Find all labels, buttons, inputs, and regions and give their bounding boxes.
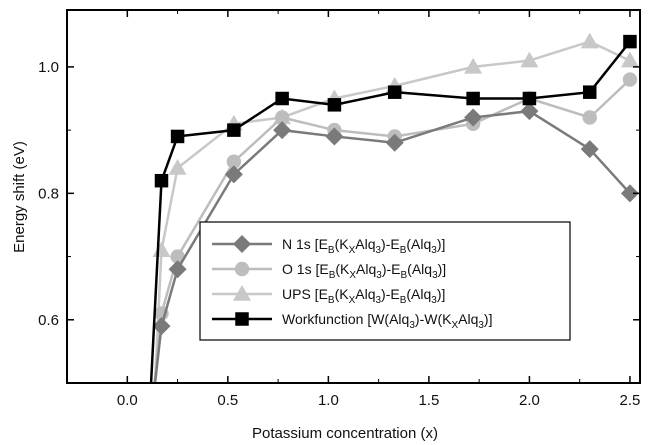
- data-point-square: [522, 91, 537, 106]
- axes-layer: 0.0 0.5 1.0 1.5 2.0 2.5 0.6 0.8 1.0: [38, 9, 641, 409]
- series-layer: [149, 32, 639, 383]
- x-tick-label: 0.5: [217, 392, 238, 409]
- data-point-diamond: [385, 133, 404, 152]
- series-square: [149, 34, 637, 383]
- data-point-triangle: [580, 32, 599, 49]
- data-point-circle: [582, 110, 597, 125]
- data-point-triangle: [464, 57, 483, 74]
- data-point-square: [466, 91, 480, 106]
- data-point-square: [582, 85, 597, 99]
- data-point-square: [387, 85, 402, 99]
- legend-label: O 1s [EB(KXAlq3)-EB(Alq3)]: [282, 261, 446, 281]
- plot-frame: [66, 9, 641, 384]
- legend-box: [199, 221, 571, 341]
- legend-marker-square: [235, 312, 249, 326]
- data-point-diamond: [520, 102, 539, 121]
- data-point-circle: [170, 249, 185, 264]
- data-point-square: [170, 129, 185, 144]
- data-point-diamond: [620, 184, 639, 203]
- legend-marker-circle: [234, 261, 250, 277]
- x-tick-label: 0.0: [117, 392, 138, 409]
- x-tick-label: 1.0: [318, 392, 339, 409]
- data-point-circle: [622, 72, 638, 87]
- data-point-triangle: [168, 159, 187, 175]
- data-point-square: [623, 34, 637, 49]
- series-diamond: [152, 102, 639, 383]
- y-axis-title: Energy shift (eV): [11, 141, 28, 253]
- data-point-diamond: [224, 165, 243, 184]
- legend-marker-triangle: [233, 285, 251, 301]
- data-point-diamond: [580, 140, 599, 159]
- legend-entry: N 1s [EB(KXAlq3)-EB(Alq3)]: [212, 235, 445, 256]
- data-point-circle: [274, 110, 290, 125]
- y-tick-label: 0.8: [38, 185, 59, 202]
- data-point-triangle: [620, 51, 639, 68]
- data-point-diamond: [464, 108, 483, 127]
- legend-label: N 1s [EB(KXAlq3)-EB(Alq3)]: [282, 236, 445, 256]
- x-tick-label: 2.5: [620, 392, 641, 409]
- x-axis-title: Potassium concentration (x): [252, 425, 438, 442]
- data-point-square: [227, 123, 241, 137]
- legend: N 1s [EB(KXAlq3)-EB(Alq3)] O 1s [EB(KXAlq…: [199, 221, 571, 341]
- data-point-square: [154, 173, 169, 188]
- data-point-circle: [226, 154, 242, 169]
- legend-marker-diamond: [233, 235, 251, 253]
- legend-label: UPS [EB(KXAlq3)-EB(Alq3)]: [282, 286, 445, 306]
- legend-entry: UPS [EB(KXAlq3)-EB(Alq3)]: [212, 285, 445, 306]
- data-point-diamond: [325, 127, 344, 146]
- data-point-diamond: [152, 317, 171, 336]
- y-tick-label: 0.6: [38, 312, 59, 329]
- y-tick-label: 1.0: [38, 59, 59, 76]
- x-tick-label: 1.5: [418, 392, 439, 409]
- data-point-square: [275, 91, 289, 106]
- legend-entry: Workfunction [W(Alq3)-W(KXAlq3)]: [212, 311, 492, 331]
- data-point-square: [327, 98, 342, 112]
- legend-label: Workfunction [W(Alq3)-W(KXAlq3)]: [282, 311, 492, 331]
- legend-entry: O 1s [EB(KXAlq3)-EB(Alq3)]: [212, 261, 446, 281]
- x-tick-label: 2.0: [519, 392, 540, 409]
- data-point-triangle: [520, 51, 539, 68]
- data-point-diamond: [168, 260, 187, 279]
- data-point-diamond: [273, 121, 292, 140]
